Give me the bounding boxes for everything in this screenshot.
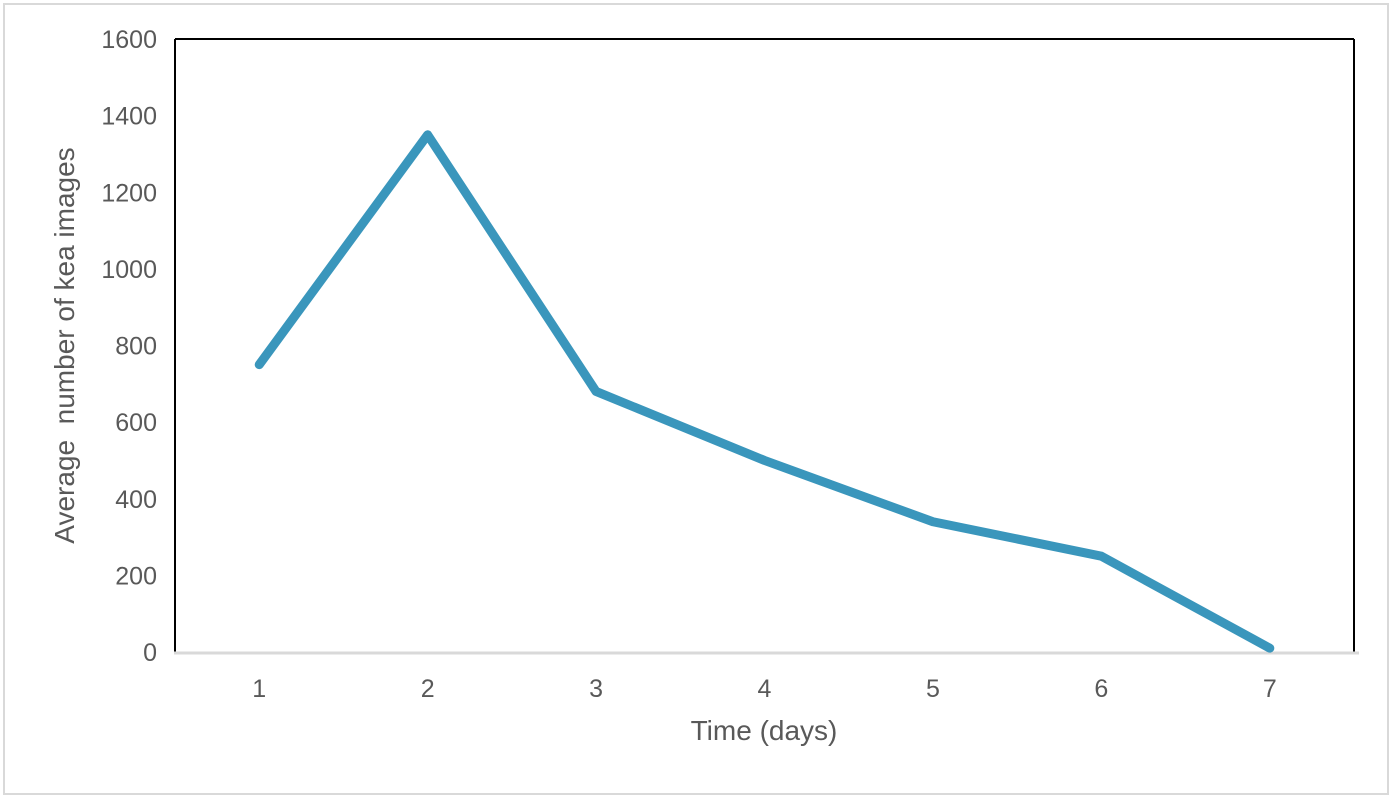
- x-tick-label: 4: [758, 675, 772, 703]
- x-tick-label: 3: [589, 675, 603, 703]
- y-tick-label: 800: [115, 333, 157, 361]
- y-tick-label: 0: [143, 639, 157, 667]
- data-series-line: [254, 130, 1275, 653]
- y-tick-label: 1400: [101, 103, 157, 131]
- y-axis-title: Average number of kea images: [49, 147, 80, 543]
- x-tick-label: 1: [252, 675, 266, 703]
- y-axis-tick-labels: 0 200 400 600 800 1000 1200 1400 1600: [101, 26, 157, 667]
- y-tick-label: 1000: [101, 256, 157, 284]
- x-tick-label: 5: [926, 675, 940, 703]
- y-tick-label: 200: [115, 562, 157, 590]
- x-tick-label: 7: [1263, 675, 1277, 703]
- x-tick-label: 2: [421, 675, 435, 703]
- x-axis-title: Time (days): [691, 715, 838, 746]
- x-tick-label: 6: [1094, 675, 1108, 703]
- y-tick-label: 400: [115, 486, 157, 514]
- y-tick-label: 600: [115, 409, 157, 437]
- x-axis-tick-labels: 1 2 3 4 5 6 7: [252, 675, 1276, 703]
- y-tick-label: 1200: [101, 179, 157, 207]
- y-tick-label: 1600: [101, 26, 157, 54]
